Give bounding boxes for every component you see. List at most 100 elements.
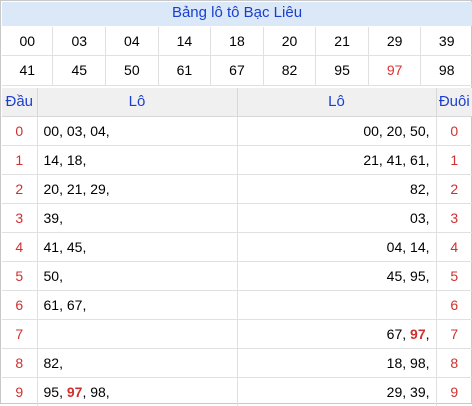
dau-digit: 7 <box>2 319 38 349</box>
lo-number: 04 <box>386 238 403 255</box>
lo-number: 41 <box>43 238 60 255</box>
lo-number: 20 <box>43 180 60 197</box>
duoi-digit: 7 <box>436 319 472 349</box>
lo-number: 21 <box>363 151 379 168</box>
lo-separator: , <box>425 325 430 342</box>
lo-separator: , <box>105 122 110 139</box>
lo-separator: , <box>425 180 430 197</box>
lo-number: 98 <box>90 383 106 400</box>
lo-separator: , <box>59 180 67 197</box>
lo-number: 97 <box>66 383 83 400</box>
lo-to-row: 8 82, 18, 98, 8 <box>2 348 472 378</box>
dau-digit: 5 <box>2 261 38 291</box>
lo-separator: , <box>82 296 87 313</box>
lo-by-head: 20, 21, 29, <box>37 174 238 204</box>
result-number: 18 <box>210 27 264 56</box>
lo-separator: , <box>425 354 430 371</box>
lo-by-head: 95, 97, 98, <box>37 377 238 406</box>
table-title: Bảng lô tô Bạc Liêu <box>2 2 472 26</box>
results-number-grid: 00 03 04 14 18 20 21 29 39 41 45 50 61 67 82 95 97 98 <box>2 27 472 86</box>
result-number: 97 <box>368 55 422 86</box>
lo-separator: , <box>402 151 411 168</box>
dau-digit: 4 <box>2 232 38 262</box>
header-lo-right: Lô <box>237 88 437 117</box>
lo-by-tail: 18, 98, <box>237 348 437 378</box>
lo-separator: , <box>402 325 411 342</box>
result-number: 50 <box>105 55 159 86</box>
dau-digit: 6 <box>2 290 38 320</box>
lo-by-head: 61, 67, <box>37 290 238 320</box>
lo-by-head: 00, 03, 04, <box>37 116 238 146</box>
result-number: 03 <box>52 27 107 56</box>
lo-number: 97 <box>410 325 426 342</box>
lo-separator: , <box>402 383 411 400</box>
lo-number: 03 <box>66 122 83 139</box>
lo-to-header-row: Đầu Lô Lô Đuôi <box>2 88 472 117</box>
lo-number: 41 <box>386 151 403 168</box>
lo-number: 95 <box>43 383 60 400</box>
dau-digit: 2 <box>2 174 38 204</box>
lo-number: 50 <box>43 267 60 284</box>
lo-to-row: 6 61, 67, 6 <box>2 290 472 320</box>
dau-digit: 9 <box>2 377 38 406</box>
lo-number: 29 <box>386 383 403 400</box>
lo-number: 03 <box>410 209 426 226</box>
duoi-digit: 9 <box>450 383 459 400</box>
lo-by-head: 14, 18, <box>37 145 238 175</box>
lo-separator: , <box>59 354 63 371</box>
lo-number: 14 <box>410 238 426 255</box>
duoi-digit: 8 <box>436 348 472 378</box>
result-number: 98 <box>420 55 472 86</box>
lo-number: 45 <box>66 238 83 255</box>
lo-separator: , <box>59 151 67 168</box>
header-duoi: Đuôi <box>436 88 472 117</box>
result-number: 21 <box>315 27 369 56</box>
lo-separator: , <box>425 151 430 168</box>
result-number: 95 <box>315 55 369 86</box>
lo-to-row: 2 20, 21, 29, 82, 2 <box>2 174 472 204</box>
lo-number: 67 <box>386 325 403 342</box>
lo-separator: , <box>425 267 430 284</box>
duoi-digit: 6 <box>436 290 472 320</box>
lo-to-row: 5 50, 45, 95, 5 <box>2 261 472 291</box>
result-number: 39 <box>420 27 472 56</box>
duoi-digit: 0 <box>436 116 472 146</box>
lo-separator: , <box>59 238 67 255</box>
lo-number: 18 <box>66 151 83 168</box>
duoi-digit: 1 <box>436 145 472 175</box>
lo-number: 04 <box>90 122 106 139</box>
result-number: 61 <box>158 55 212 86</box>
lo-by-tail: 04, 14, <box>237 232 437 262</box>
lo-number: 18 <box>386 354 403 371</box>
lo-separator: , <box>59 267 63 284</box>
lo-number: 67 <box>66 296 83 313</box>
duoi-digit: 4 <box>436 232 472 262</box>
lo-by-head <box>37 319 238 349</box>
lo-by-tail: 45, 95, <box>237 261 437 291</box>
lo-number: 61 <box>43 296 60 313</box>
lo-to-row: 1 14, 18, 21, 41, 61, 1 <box>2 145 472 175</box>
lo-by-tail: 82, <box>237 174 437 204</box>
lo-separator: , <box>105 180 110 197</box>
result-number: 67 <box>210 55 264 86</box>
lo-by-tail: 03, <box>237 203 437 233</box>
lo-number: 00 <box>363 122 379 139</box>
lo-separator: , <box>402 267 411 284</box>
result-number: 41 <box>2 55 54 86</box>
result-number: 04 <box>105 27 159 56</box>
lo-separator: , <box>82 383 91 400</box>
lo-separator: , <box>425 383 430 400</box>
lo-number: 82 <box>410 180 426 197</box>
lo-number: 29 <box>90 180 106 197</box>
lo-by-head: 82, <box>37 348 238 378</box>
lo-number: 45 <box>386 267 403 284</box>
result-number: 14 <box>158 27 212 56</box>
duoi-digit: 3 <box>436 203 472 233</box>
dau-digit: 1 <box>2 145 38 175</box>
lo-number: 00 <box>43 122 60 139</box>
lo-by-tail: 67, 97, <box>237 319 437 349</box>
lo-by-tail: 00, 20, 50, <box>237 116 437 146</box>
result-number: 82 <box>263 55 317 86</box>
lo-to-row: 9 95, 97, 98, 29, 39, 9 <box>2 377 472 406</box>
